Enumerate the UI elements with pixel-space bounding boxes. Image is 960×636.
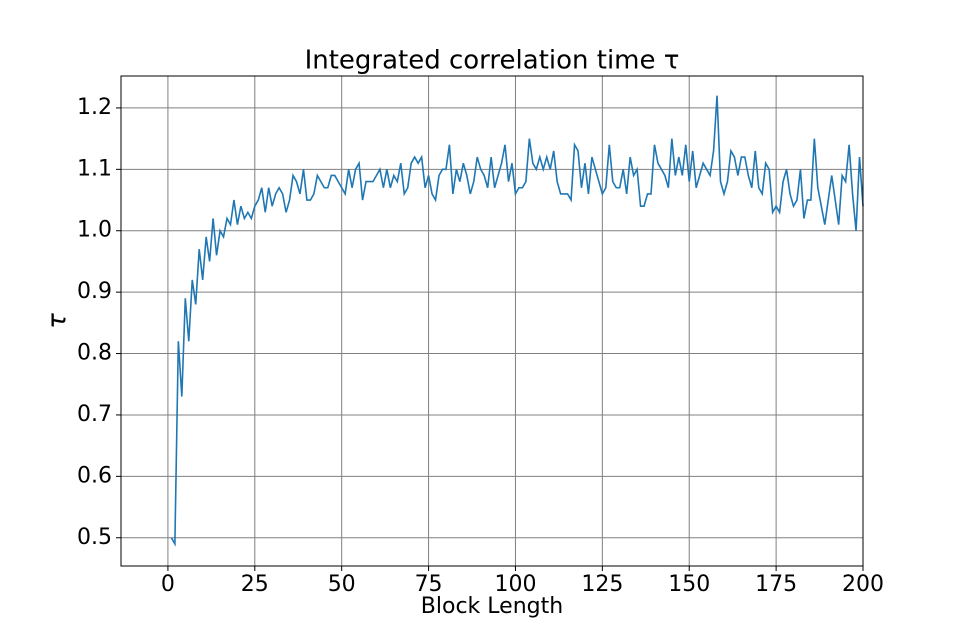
y-tick-label: 1.0	[77, 218, 112, 243]
x-tick-label: 50	[328, 572, 356, 597]
y-tick-label: 0.8	[77, 341, 112, 366]
x-tick-label: 200	[842, 572, 884, 597]
x-tick-label: 125	[581, 572, 623, 597]
x-tick-label: 100	[494, 572, 536, 597]
y-tick-label: 0.9	[77, 279, 112, 304]
y-tick-label: 1.2	[77, 95, 112, 120]
y-axis-label: τ	[43, 313, 73, 329]
x-tick-label: 75	[415, 572, 443, 597]
x-axis-label: Block Length	[421, 594, 563, 619]
plot-frame	[120, 75, 864, 567]
x-tick-label: 150	[668, 572, 710, 597]
y-tick-label: 0.5	[77, 525, 112, 550]
y-tick-label: 0.6	[77, 463, 112, 488]
x-tick-label: 25	[241, 572, 269, 597]
chart-title: Integrated correlation time τ	[305, 46, 680, 76]
y-tick-label: 1.1	[77, 156, 112, 181]
data-line	[170, 95, 864, 547]
y-tick-label: 0.7	[77, 402, 112, 427]
x-tick-label: 0	[161, 572, 175, 597]
x-tick-label: 175	[755, 572, 797, 597]
